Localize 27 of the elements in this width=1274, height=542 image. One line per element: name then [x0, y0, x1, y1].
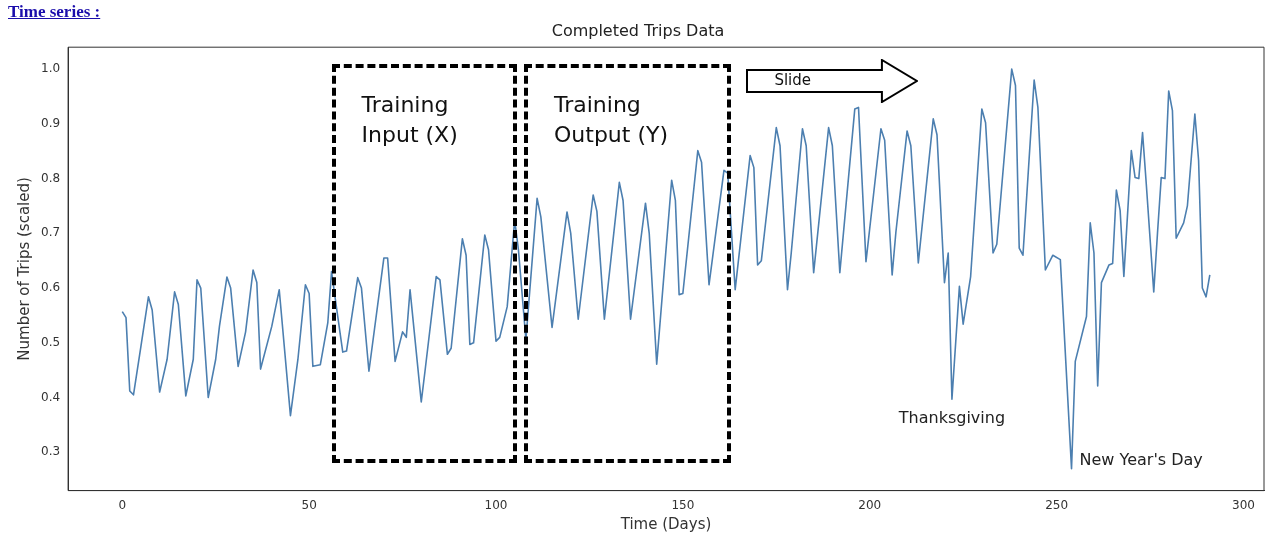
x-tick-label: 50: [301, 497, 317, 512]
annotation: New Year's Day: [1079, 449, 1203, 469]
input-window-frame: Training Input (X): [331, 63, 517, 464]
y-tick-label: 0.3: [40, 444, 61, 459]
x-tick-label: 200: [858, 497, 882, 512]
y-tick-label: 0.7: [40, 225, 61, 240]
y-axis-title: Number of Trips (scaled): [14, 177, 33, 361]
chart-subtitle: Time series :: [8, 2, 101, 22]
chart-title: Completed Trips Data: [551, 20, 725, 40]
annotation: Training Input (X): [361, 90, 459, 149]
x-tick-label: 0: [118, 497, 127, 512]
x-tick-label: 100: [484, 497, 508, 512]
output-window-frame: Training Output (Y): [524, 63, 732, 464]
y-tick-label: 1.0: [40, 61, 61, 76]
y-tick-label: 0.5: [40, 334, 61, 349]
x-tick-label: 300: [1231, 497, 1255, 512]
y-tick-label: 0.9: [40, 115, 61, 130]
y-tick-label: 0.6: [40, 280, 61, 295]
annotation: Training Output (Y): [554, 90, 670, 149]
y-tick-label: 0.4: [40, 389, 61, 404]
x-tick-label: 150: [671, 497, 695, 512]
x-axis-title: Time (Days): [619, 514, 712, 533]
right-arrow-icon: Slide: [746, 59, 919, 104]
annotation: Thanksgiving: [897, 408, 1006, 428]
x-tick-label: 250: [1045, 497, 1069, 512]
annotation: Slide: [774, 71, 811, 90]
y-tick-label: 0.8: [40, 170, 61, 185]
